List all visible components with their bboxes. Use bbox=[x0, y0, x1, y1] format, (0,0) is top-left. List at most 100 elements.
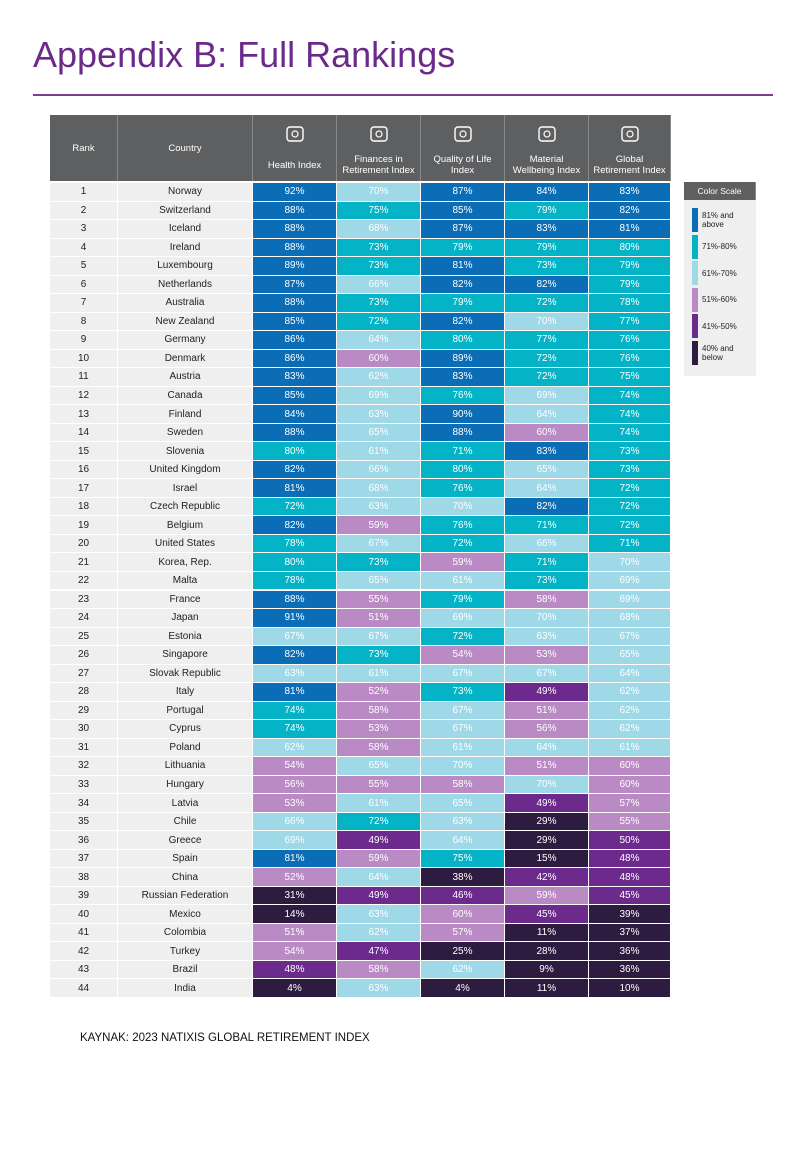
score-cell: 86% bbox=[253, 331, 337, 350]
country-cell: Italy bbox=[118, 683, 253, 702]
rank-cell: 15 bbox=[50, 442, 118, 461]
rank-cell: 10 bbox=[50, 349, 118, 369]
score-cell: 74% bbox=[253, 701, 337, 721]
column-header: Global Retirement Index bbox=[589, 115, 671, 181]
score-cell: 59% bbox=[337, 516, 421, 535]
country-cell: New Zealand bbox=[118, 312, 253, 332]
score-cell: 57% bbox=[589, 794, 671, 813]
score-cell: 61% bbox=[421, 571, 505, 591]
score-cell: 61% bbox=[337, 794, 421, 813]
score-cell: 61% bbox=[337, 664, 421, 684]
rank-cell: 23 bbox=[50, 590, 118, 610]
country-cell: Turkey bbox=[118, 942, 253, 961]
column-header: Country bbox=[118, 115, 253, 181]
score-cell: 54% bbox=[421, 646, 505, 665]
rank-cell: 25 bbox=[50, 627, 118, 647]
score-cell: 89% bbox=[253, 257, 337, 276]
score-cell: 83% bbox=[589, 183, 671, 202]
score-cell: 73% bbox=[337, 553, 421, 572]
score-cell: 72% bbox=[421, 627, 505, 647]
score-cell: 4% bbox=[253, 979, 337, 998]
country-cell: Portugal bbox=[118, 701, 253, 721]
score-cell: 67% bbox=[421, 720, 505, 739]
score-cell: 92% bbox=[253, 183, 337, 202]
country-cell: Spain bbox=[118, 849, 253, 869]
legend-swatch bbox=[692, 314, 698, 338]
score-cell: 74% bbox=[253, 720, 337, 739]
score-cell: 60% bbox=[505, 423, 589, 443]
rank-cell: 12 bbox=[50, 386, 118, 406]
score-cell: 51% bbox=[337, 609, 421, 628]
score-cell: 83% bbox=[505, 442, 589, 461]
score-cell: 69% bbox=[253, 831, 337, 850]
score-cell: 63% bbox=[337, 979, 421, 998]
score-cell: 28% bbox=[505, 942, 589, 961]
rank-cell: 14 bbox=[50, 423, 118, 443]
score-cell: 82% bbox=[421, 275, 505, 295]
score-cell: 88% bbox=[253, 294, 337, 313]
score-cell: 72% bbox=[253, 497, 337, 517]
country-cell: Ireland bbox=[118, 238, 253, 258]
country-cell: Finland bbox=[118, 405, 253, 424]
score-cell: 63% bbox=[337, 905, 421, 924]
score-cell: 73% bbox=[589, 460, 671, 480]
score-cell: 14% bbox=[253, 905, 337, 924]
rank-cell: 13 bbox=[50, 405, 118, 424]
score-cell: 73% bbox=[337, 238, 421, 258]
legend-label: 41%-50% bbox=[702, 321, 737, 331]
country-cell: United Kingdom bbox=[118, 460, 253, 480]
score-cell: 66% bbox=[253, 812, 337, 832]
country-cell: Iceland bbox=[118, 220, 253, 239]
score-cell: 80% bbox=[253, 553, 337, 572]
score-cell: 76% bbox=[589, 331, 671, 350]
country-cell: Poland bbox=[118, 738, 253, 758]
score-cell: 76% bbox=[589, 349, 671, 369]
country-cell: Austria bbox=[118, 368, 253, 387]
country-cell: Lithuania bbox=[118, 757, 253, 776]
score-cell: 9% bbox=[505, 960, 589, 980]
score-cell: 58% bbox=[337, 960, 421, 980]
legend-label: 71%-80% bbox=[702, 242, 737, 251]
score-cell: 10% bbox=[589, 979, 671, 998]
score-cell: 70% bbox=[505, 609, 589, 628]
rank-cell: 39 bbox=[50, 886, 118, 906]
legend-label: 40% and below bbox=[702, 343, 734, 362]
country-cell: Hungary bbox=[118, 775, 253, 795]
country-cell: China bbox=[118, 868, 253, 887]
country-cell: Slovak Republic bbox=[118, 664, 253, 684]
score-cell: 74% bbox=[589, 386, 671, 406]
score-cell: 63% bbox=[253, 664, 337, 684]
rank-cell: 28 bbox=[50, 683, 118, 702]
score-cell: 55% bbox=[337, 590, 421, 610]
score-cell: 59% bbox=[337, 849, 421, 869]
score-cell: 62% bbox=[253, 738, 337, 758]
icon bbox=[286, 126, 304, 142]
rank-cell: 1 bbox=[50, 183, 118, 202]
score-cell: 71% bbox=[505, 516, 589, 535]
score-cell: 79% bbox=[421, 294, 505, 313]
country-cell: India bbox=[118, 979, 253, 998]
rank-cell: 38 bbox=[50, 868, 118, 887]
score-cell: 70% bbox=[421, 497, 505, 517]
country-cell: Estonia bbox=[118, 627, 253, 647]
score-cell: 49% bbox=[505, 794, 589, 813]
score-cell: 73% bbox=[337, 646, 421, 665]
country-cell: Luxembourg bbox=[118, 257, 253, 276]
score-cell: 62% bbox=[589, 720, 671, 739]
country-cell: Norway bbox=[118, 183, 253, 202]
score-cell: 67% bbox=[337, 534, 421, 554]
score-cell: 87% bbox=[253, 275, 337, 295]
score-cell: 73% bbox=[421, 683, 505, 702]
score-cell: 68% bbox=[337, 220, 421, 239]
score-cell: 37% bbox=[589, 923, 671, 943]
score-cell: 60% bbox=[337, 349, 421, 369]
score-cell: 83% bbox=[505, 220, 589, 239]
icon bbox=[621, 126, 639, 142]
rank-cell: 3 bbox=[50, 220, 118, 239]
rank-cell: 6 bbox=[50, 275, 118, 295]
rank-cell: 18 bbox=[50, 497, 118, 517]
score-cell: 81% bbox=[421, 257, 505, 276]
score-cell: 73% bbox=[589, 442, 671, 461]
score-cell: 68% bbox=[589, 609, 671, 628]
score-cell: 81% bbox=[253, 849, 337, 869]
